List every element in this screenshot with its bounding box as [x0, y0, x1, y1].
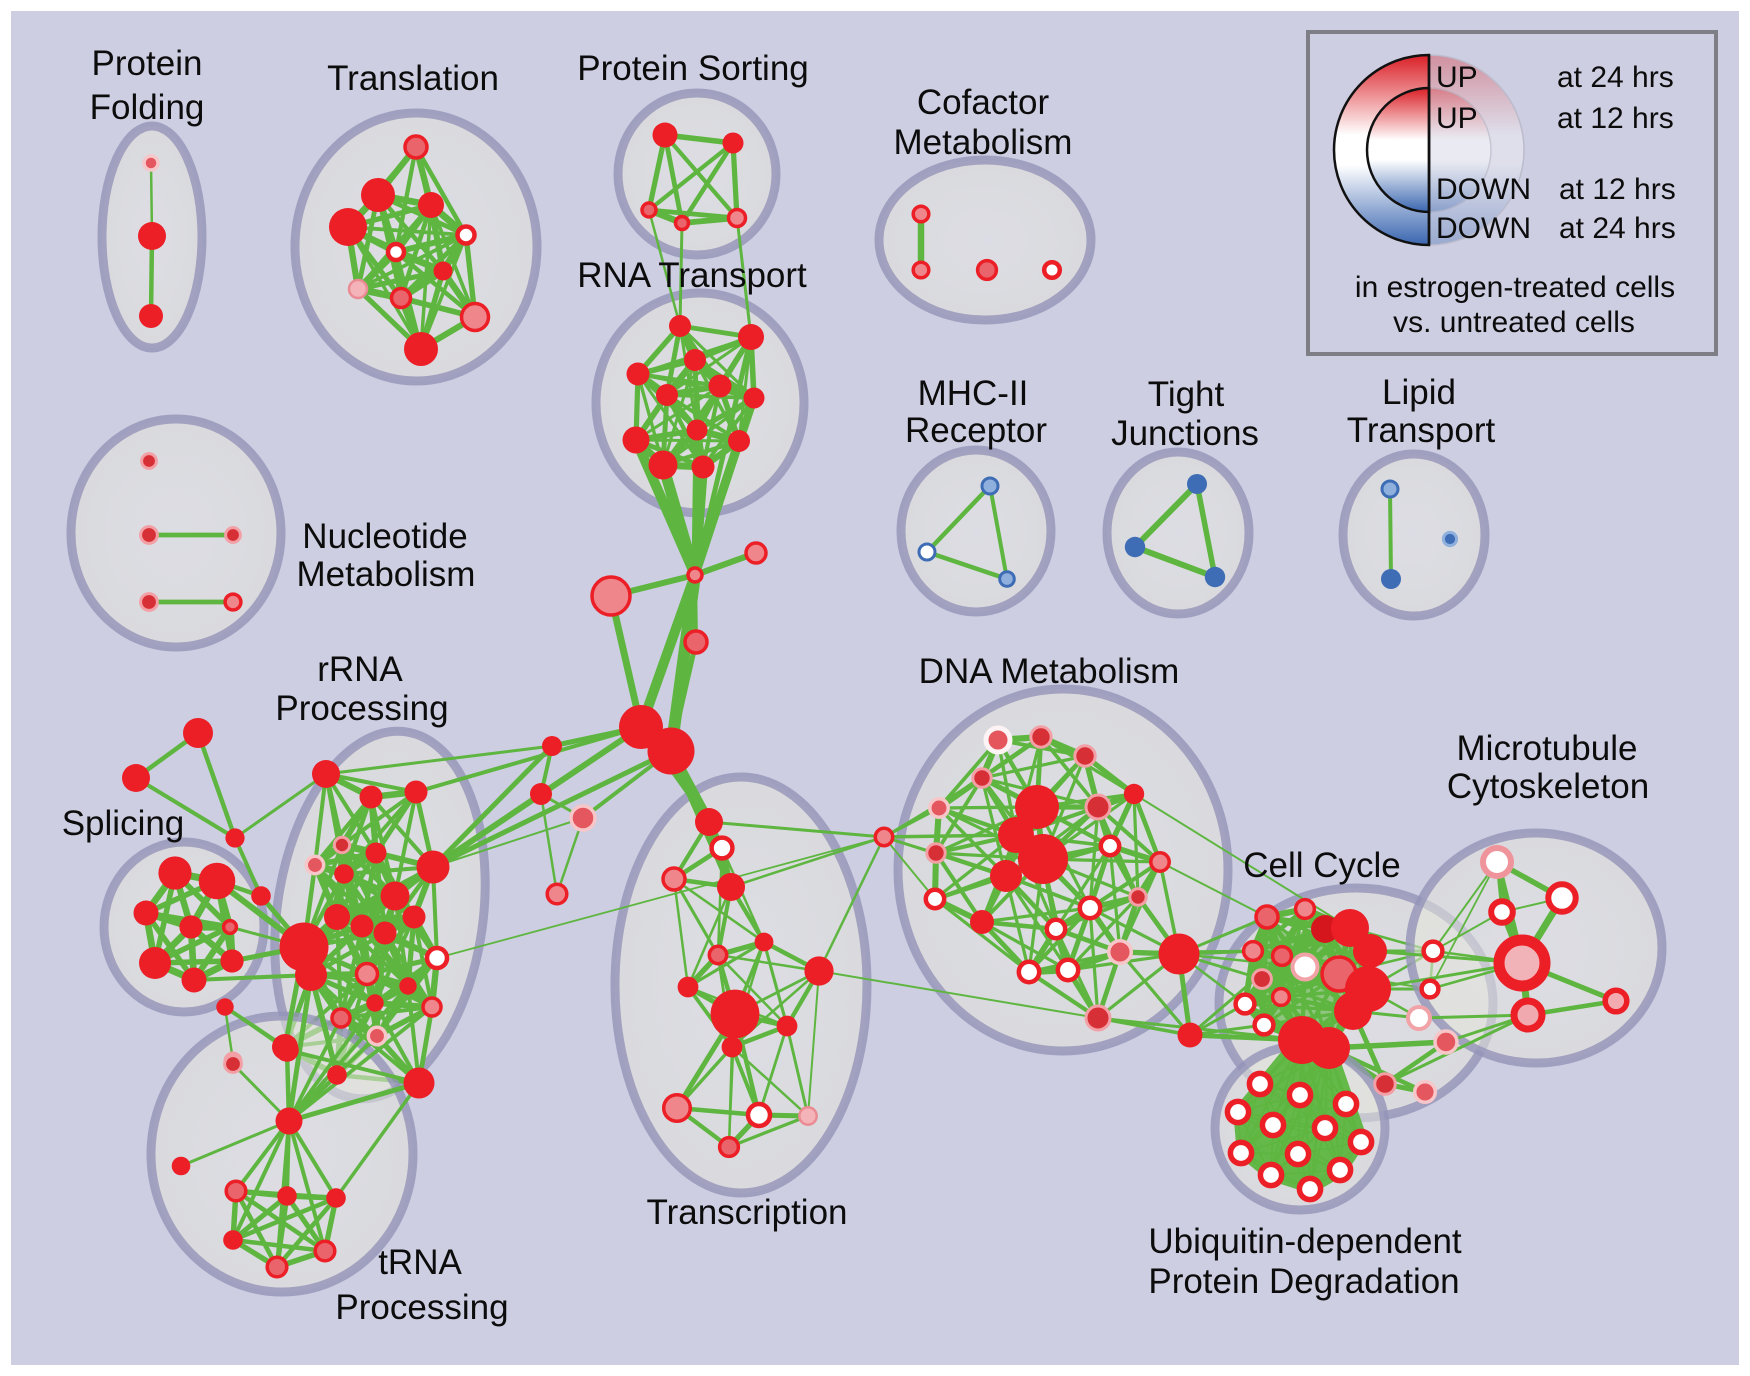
svg-text:at 24 hrs: at 24 hrs: [1557, 61, 1674, 94]
svg-text:rRNA: rRNA: [317, 650, 403, 689]
svg-text:Microtubule: Microtubule: [1457, 729, 1638, 768]
svg-text:Receptor: Receptor: [905, 411, 1047, 450]
svg-text:tRNA: tRNA: [378, 1243, 462, 1282]
svg-text:at 12 hrs: at 12 hrs: [1559, 173, 1676, 206]
svg-text:DNA Metabolism: DNA Metabolism: [919, 652, 1180, 691]
svg-text:Transport: Transport: [1347, 411, 1496, 450]
svg-text:Translation: Translation: [327, 59, 499, 98]
svg-text:UP: UP: [1436, 61, 1478, 94]
svg-text:DOWN: DOWN: [1436, 212, 1531, 245]
svg-text:Junctions: Junctions: [1111, 414, 1259, 453]
svg-text:Splicing: Splicing: [62, 804, 185, 843]
svg-text:RNA Transport: RNA Transport: [577, 256, 807, 295]
svg-text:Processing: Processing: [335, 1288, 508, 1327]
svg-text:Metabolism: Metabolism: [297, 555, 476, 594]
svg-text:Protein: Protein: [92, 44, 203, 83]
svg-text:Folding: Folding: [90, 88, 205, 127]
svg-text:Lipid: Lipid: [1382, 373, 1456, 412]
svg-text:Transcription: Transcription: [647, 1193, 848, 1232]
svg-text:Metabolism: Metabolism: [894, 123, 1073, 162]
svg-text:Cell Cycle: Cell Cycle: [1243, 846, 1401, 885]
svg-text:Cofactor: Cofactor: [917, 83, 1050, 122]
svg-text:in estrogen-treated cells: in estrogen-treated cells: [1355, 271, 1675, 304]
svg-text:Ubiquitin-dependent: Ubiquitin-dependent: [1148, 1222, 1462, 1261]
svg-text:Protein Degradation: Protein Degradation: [1148, 1262, 1459, 1301]
svg-text:Cytoskeleton: Cytoskeleton: [1447, 767, 1649, 806]
svg-text:MHC-II: MHC-II: [918, 374, 1029, 413]
svg-text:Nucleotide: Nucleotide: [302, 517, 467, 556]
svg-text:DOWN: DOWN: [1436, 173, 1531, 206]
svg-text:vs. untreated cells: vs. untreated cells: [1393, 306, 1635, 339]
svg-text:Protein Sorting: Protein Sorting: [577, 49, 809, 88]
svg-text:at 12 hrs: at 12 hrs: [1557, 102, 1674, 135]
svg-text:at 24 hrs: at 24 hrs: [1559, 212, 1676, 245]
svg-text:Processing: Processing: [275, 689, 448, 728]
svg-text:UP: UP: [1436, 102, 1478, 135]
svg-text:Tight: Tight: [1148, 375, 1225, 414]
